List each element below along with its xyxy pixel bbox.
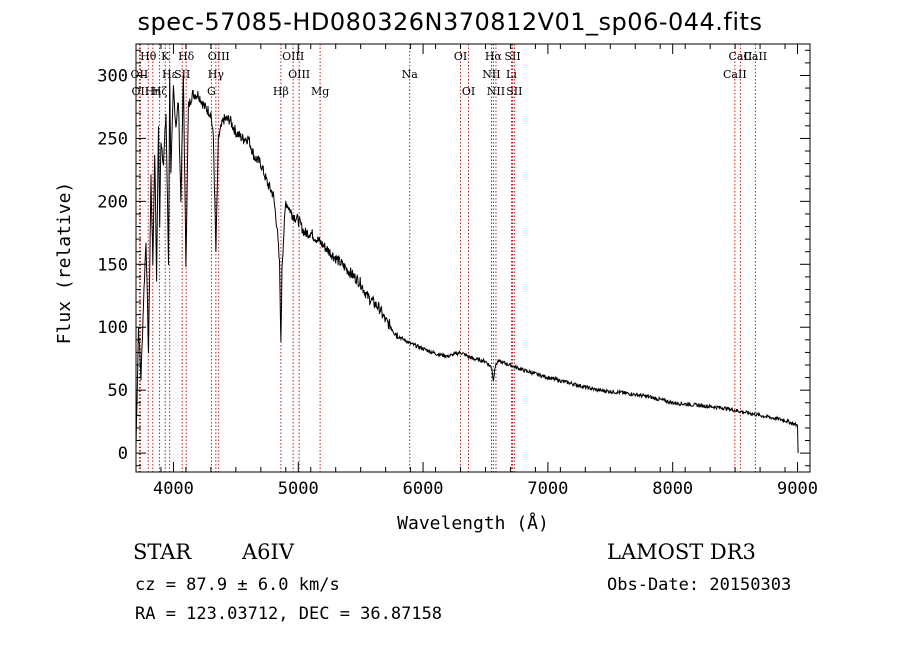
series-line-spectrum [135, 72, 799, 454]
y-tick-label: 100 [97, 318, 128, 338]
survey-name: LAMOST DR3 [607, 540, 756, 564]
x-axis-label: Wavelength (Å) [397, 512, 549, 534]
line-label: Li [506, 68, 517, 81]
line-label: NII [487, 85, 505, 98]
line-label: OIII [282, 50, 304, 63]
observation-date: Obs-Date: 20150303 [607, 575, 792, 595]
line-label: Hα [485, 50, 503, 63]
line-label: SII [174, 68, 190, 81]
x-tick-label: 8000 [652, 479, 693, 499]
line-label: CaII [723, 68, 747, 81]
axis-ticks: 4000 5000 6000 7000 8000 9000 0 50 100 150 200 250 3… [97, 44, 818, 499]
x-tick-label: 4000 [153, 479, 194, 499]
line-label: Hγ [208, 68, 225, 81]
line-label: SII [504, 50, 520, 63]
line-label: G [207, 85, 216, 98]
line-label: Hδ [178, 50, 195, 63]
line-label: Hβ [273, 85, 289, 98]
y-tick-label: 200 [97, 192, 128, 212]
line-label: NII [482, 68, 500, 81]
chart-title: spec-57085-HD080326N370812V01_sp06-044.f… [137, 8, 763, 36]
line-label: Hε [162, 68, 178, 81]
x-tick-label: 5000 [278, 479, 319, 499]
line-label: Na [402, 68, 419, 81]
x-tick-label: 7000 [527, 479, 568, 499]
line-label: K [161, 50, 170, 63]
line-label: OI [462, 85, 475, 98]
line-label: Hη [145, 85, 161, 98]
y-tick-label: 0 [118, 444, 128, 464]
y-tick-label: 50 [108, 381, 128, 401]
emission-line-markers [138, 44, 756, 472]
plot-frame [135, 43, 811, 473]
coordinates: RA = 123.03712, DEC = 36.87158 [135, 604, 443, 624]
line-label: SII [506, 85, 522, 98]
y-tick-label: 150 [97, 255, 128, 275]
line-label: Hθ [140, 50, 157, 63]
line-label: OI [454, 50, 467, 63]
object-subclass: A6IV [242, 540, 294, 564]
y-tick-label: 300 [97, 66, 128, 86]
line-label: OII [131, 68, 149, 81]
line-label: Hζ [152, 85, 168, 98]
y-tick-label: 250 [97, 129, 128, 149]
redshift-cz: cz = 87.9 ± 6.0 km/s [135, 575, 340, 595]
series-layer [135, 72, 799, 454]
line-label: Mg [311, 85, 329, 98]
line-label: OIII [208, 50, 230, 63]
line-label: OIII [288, 68, 310, 81]
object-class: STAR [133, 540, 192, 564]
y-axis-label: Flux (relative) [54, 182, 75, 345]
x-tick-label: 6000 [403, 479, 444, 499]
line-label: CaII [729, 50, 753, 63]
line-label: CaII [743, 50, 767, 63]
x-tick-label: 9000 [777, 479, 818, 499]
